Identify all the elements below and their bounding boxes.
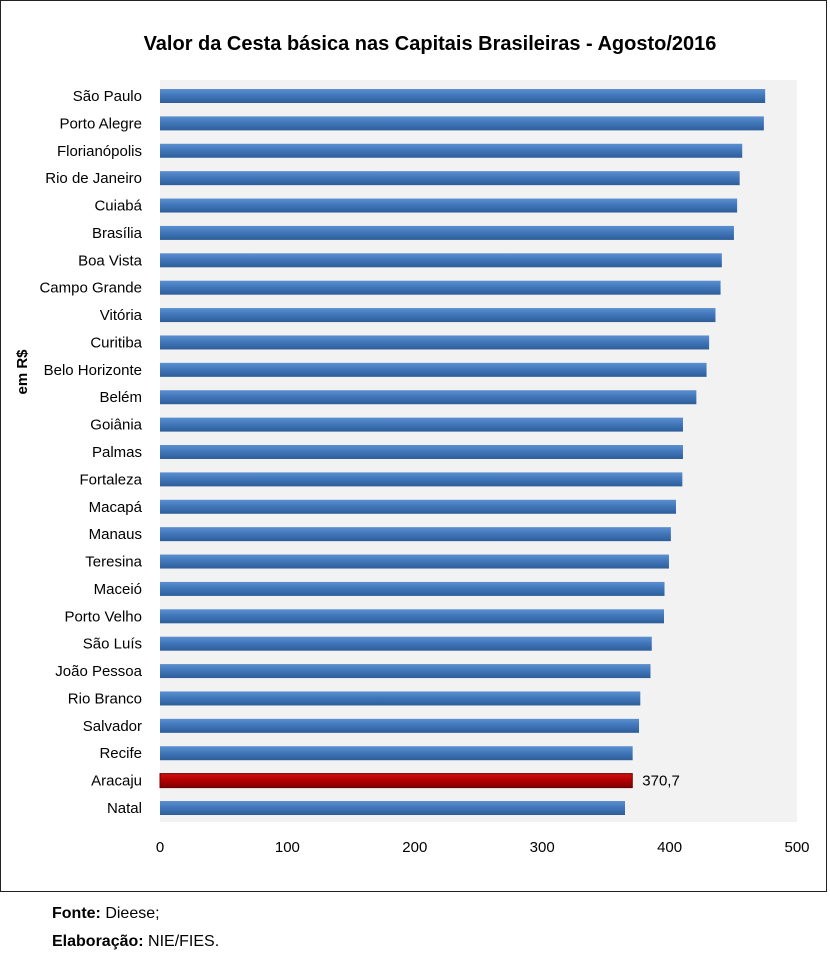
x-tick-label: 200 <box>402 839 427 856</box>
category-label: Florianópolis <box>57 143 142 160</box>
bar-boa-vista <box>160 253 722 268</box>
x-tick-label: 100 <box>275 839 300 856</box>
category-label: Macapá <box>89 499 143 516</box>
bar-vitória <box>160 308 716 323</box>
bar-brasília <box>160 225 734 240</box>
bar-recife <box>160 746 633 761</box>
category-label: Brasília <box>92 225 143 242</box>
bar-aracaju <box>159 773 633 789</box>
bar-campo-grande <box>160 280 721 295</box>
category-label: Porto Alegre <box>59 115 142 132</box>
bar-porto-velho <box>160 609 664 624</box>
source-label: Fonte: <box>52 905 101 922</box>
category-label: Porto Velho <box>64 608 142 625</box>
category-label: Boa Vista <box>78 252 143 269</box>
bar-rio-branco <box>160 691 641 706</box>
bar-são-paulo <box>160 89 766 103</box>
chart-title: Valor da Cesta básica nas Capitais Brasi… <box>144 33 717 55</box>
category-label: Teresina <box>85 554 142 571</box>
made-by-note: Elaboração: NIE/FIES. <box>52 933 219 951</box>
bar-joão-pessoa <box>160 664 651 679</box>
bar-palmas <box>160 445 683 459</box>
category-label: Natal <box>107 800 142 817</box>
bar-cuiabá <box>160 198 738 213</box>
category-label: Rio de Janeiro <box>45 170 142 187</box>
bar-são-luís <box>160 636 652 651</box>
bar-goiânia <box>160 417 683 432</box>
category-label: João Pessoa <box>55 663 142 680</box>
bar-teresina <box>160 554 669 569</box>
category-label: Vitória <box>100 307 143 324</box>
bar-maceió <box>160 581 665 596</box>
bar-rio-de-janeiro <box>160 171 740 186</box>
bar-manaus <box>160 527 671 542</box>
bar-belém <box>160 390 697 405</box>
category-label: Goiânia <box>90 417 142 434</box>
bar-curitiba <box>160 335 710 350</box>
category-label: Rio Branco <box>68 690 142 707</box>
made-by-value: NIE/FIES. <box>143 933 220 950</box>
category-label: Aracaju <box>91 773 142 790</box>
category-label: Fortaleza <box>79 471 142 488</box>
y-axis-label: em R$ <box>14 349 31 395</box>
made-by-label: Elaboração: <box>52 933 144 950</box>
category-label: Manaus <box>89 526 142 543</box>
category-label: Campo Grande <box>39 280 142 297</box>
category-label: São Paulo <box>73 88 142 105</box>
source-note: Fonte: Dieese; <box>52 905 160 923</box>
bar-belo-horizonte <box>160 362 707 377</box>
x-tick-label: 500 <box>784 839 809 856</box>
category-label: Cuiabá <box>94 198 142 215</box>
category-label: Palmas <box>92 444 142 461</box>
bar-florianópolis <box>160 143 743 158</box>
bar-salvador <box>160 718 640 733</box>
x-tick-label: 300 <box>530 839 555 856</box>
bar-chart: Valor da Cesta básica nas Capitais Brasi… <box>14 33 810 856</box>
x-tick-label: 0 <box>156 839 164 856</box>
category-label: Belém <box>99 389 142 406</box>
bar-fortaleza <box>160 472 683 487</box>
category-label: Recife <box>99 745 142 762</box>
category-label: Salvador <box>83 718 142 735</box>
x-tick-label: 400 <box>657 839 682 856</box>
bar-natal <box>160 801 626 815</box>
category-label: Belo Horizonte <box>44 362 142 379</box>
bar-porto-alegre <box>160 116 764 131</box>
category-label: Maceió <box>94 581 142 598</box>
data-label: 370,7 <box>642 773 680 790</box>
source-value: Dieese; <box>100 905 160 922</box>
category-label: São Luís <box>83 636 142 653</box>
category-label: Curitiba <box>90 334 142 351</box>
bar-macapá <box>160 499 676 514</box>
